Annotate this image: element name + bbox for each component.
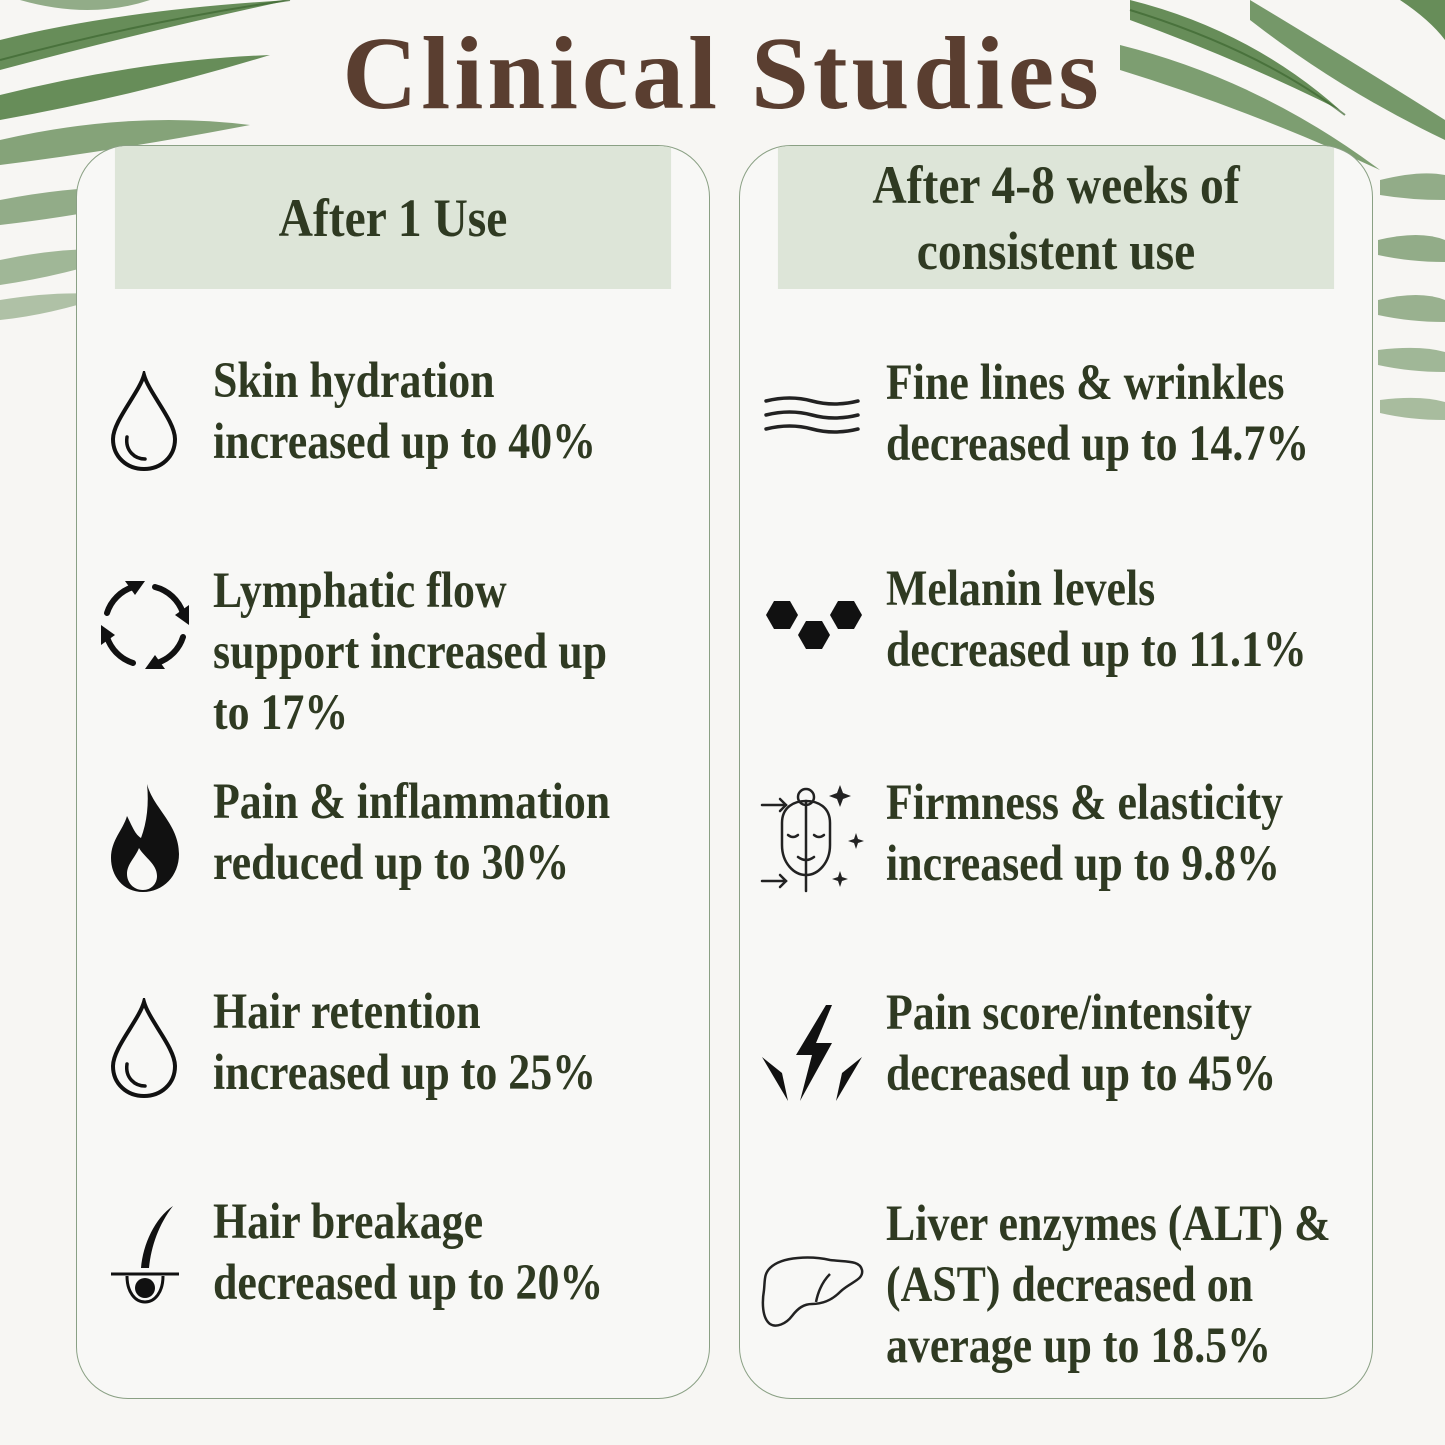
benefit-line: Skin hydration (213, 353, 495, 409)
benefit-text: Skin hydration increased up to 40% (213, 351, 596, 473)
benefit-line: increased up to 40% (213, 414, 596, 470)
benefit-line: Melanin levels (886, 561, 1156, 617)
water-drop-icon (109, 371, 179, 473)
water-drop-icon (109, 998, 179, 1100)
flame-icon (109, 782, 181, 894)
benefit-text: Liver enzymes (ALT) & (AST) decreased on… (886, 1194, 1331, 1377)
benefit-text: Pain score/intensity decreased up to 45% (886, 983, 1276, 1105)
panel-header-line: consistent use (916, 220, 1196, 281)
benefit-line: decreased up to 14.7% (886, 416, 1310, 472)
page-title: Clinical Studies (342, 16, 1103, 131)
benefit-line: Hair breakage (213, 1194, 484, 1250)
benefit-line: decreased up to 45% (886, 1046, 1277, 1102)
benefit-text: Melanin levels decreased up to 11.1% (886, 559, 1307, 681)
benefit-line: decreased up to 11.1% (886, 622, 1307, 678)
circular-arrows-icon (93, 573, 197, 677)
benefit-text: Lymphatic flow support increased up to 1… (213, 561, 607, 744)
benefit-text: Firmness & elasticity increased up to 9.… (886, 773, 1283, 895)
benefit-line: Lymphatic flow (213, 563, 507, 619)
benefit-text: Fine lines & wrinkles decreased up to 14… (886, 353, 1309, 475)
lightning-bolts-icon (760, 1003, 864, 1103)
benefit-text: Pain & inflammation reduced up to 30% (213, 772, 610, 894)
benefit-line: increased up to 9.8% (886, 836, 1280, 892)
panel-header-line: After 4-8 weeks of (872, 154, 1240, 215)
benefit-text: Hair retention increased up to 25% (213, 982, 596, 1104)
after-weeks-panel: After 4-8 weeks of consistent use Fine l… (739, 145, 1373, 1399)
benefit-line: (AST) decreased on (886, 1257, 1254, 1313)
benefit-line: to 17% (213, 685, 349, 741)
benefit-line: Liver enzymes (ALT) & (886, 1196, 1331, 1252)
hair-follicle-icon (109, 1204, 181, 1308)
benefit-line: Fine lines & wrinkles (886, 355, 1285, 411)
benefit-line: Hair retention (213, 984, 481, 1040)
liver-icon (760, 1252, 864, 1330)
after-one-use-panel: After 1 Use Skin hydration increased up … (76, 145, 710, 1399)
benefit-line: Pain & inflammation (213, 774, 611, 830)
benefit-line: reduced up to 30% (213, 835, 570, 891)
panel-header: After 4-8 weeks of consistent use (777, 146, 1335, 289)
benefit-line: Firmness & elasticity (886, 775, 1284, 831)
benefit-text: Hair breakage decreased up to 20% (213, 1192, 603, 1314)
panel-header: After 1 Use (114, 146, 672, 289)
benefit-line: Pain score/intensity (886, 985, 1252, 1041)
benefit-line: average up to 18.5% (886, 1318, 1271, 1374)
panel-header-title: After 1 Use (278, 187, 508, 248)
wave-lines-icon (762, 393, 862, 437)
benefit-line: decreased up to 20% (213, 1255, 604, 1311)
face-lift-icon (760, 783, 864, 895)
hexagon-cells-icon (764, 597, 864, 657)
benefit-line: support increased up (213, 624, 608, 680)
benefit-line: increased up to 25% (213, 1045, 596, 1101)
